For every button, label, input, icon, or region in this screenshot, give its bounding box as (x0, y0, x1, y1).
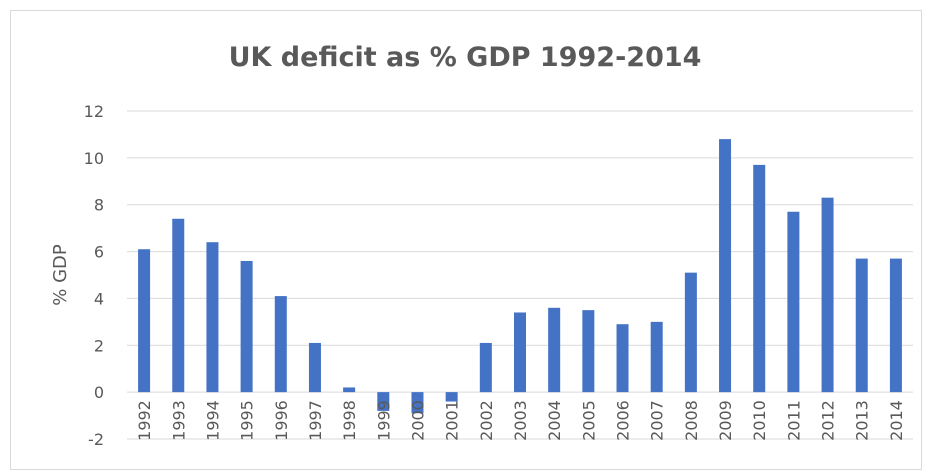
x-axis-ticks: 1992 1993 1994 1995 1996 1997 1998 1999 2000 2001… (135, 400, 906, 441)
y-tick-label: 8 (94, 196, 104, 215)
bar-2010 (753, 164, 766, 393)
y-tick-label: 2 (94, 336, 104, 355)
x-tick-label: 2014 (887, 400, 906, 441)
bar-1994 (206, 242, 219, 393)
bar-2008 (684, 272, 697, 393)
y-tick-label: 6 (94, 243, 104, 262)
x-tick-label: 1998 (340, 400, 359, 441)
x-tick-label: 2005 (579, 400, 598, 441)
bar-2007 (650, 321, 663, 393)
bar-2011 (787, 211, 800, 393)
chart-frame (10, 10, 922, 470)
y-tick-label: 10 (84, 149, 104, 168)
bar-1999 (377, 392, 390, 411)
bar-2000 (411, 392, 424, 414)
x-tick-label: 2007 (648, 400, 667, 441)
x-tick-label: 2000 (408, 400, 427, 441)
bar-1993 (172, 218, 185, 393)
bar-2002 (479, 342, 492, 393)
y-tick-label: 4 (94, 289, 104, 308)
x-tick-label: 1992 (135, 400, 154, 441)
x-tick-label: 1999 (374, 400, 393, 441)
y-axis-ticks: -2 0 2 4 6 8 10 12 (84, 102, 104, 449)
bar-2003 (514, 312, 526, 393)
bar-1998 (343, 387, 356, 393)
x-tick-label: 2013 (853, 400, 872, 441)
x-tick-label: 1993 (169, 400, 188, 441)
bar-2005 (582, 310, 595, 393)
x-tick-label: 2011 (784, 400, 803, 441)
bar-2012 (821, 197, 834, 393)
bar-2009 (719, 139, 732, 393)
x-tick-label: 1995 (238, 400, 257, 441)
y-tick-label: 12 (84, 102, 104, 121)
x-tick-label: 1996 (272, 400, 291, 441)
bar-2006 (616, 324, 629, 393)
bar-1995 (240, 260, 253, 393)
bar-2013 (855, 258, 868, 393)
chart-title: UK deficit as % GDP 1992-2014 (228, 42, 702, 73)
y-axis-label: % GDP (50, 244, 71, 306)
x-tick-label: 2003 (511, 400, 530, 441)
x-tick-label: 2002 (477, 400, 496, 441)
y-tick-label: -2 (88, 430, 104, 449)
bar-1997 (308, 342, 321, 393)
bar-2004 (548, 307, 561, 393)
bar-1996 (274, 296, 287, 393)
x-tick-label: 1994 (203, 400, 222, 441)
x-tick-label: 2001 (443, 400, 462, 441)
bar-1992 (138, 249, 151, 393)
x-tick-label: 2010 (750, 400, 769, 441)
x-tick-label: 1997 (306, 400, 325, 441)
x-tick-label: 2004 (545, 400, 564, 441)
x-tick-label: 2009 (716, 400, 735, 441)
bar-2014 (889, 258, 902, 393)
bars (138, 139, 902, 414)
bar-2001 (445, 392, 458, 402)
y-tick-label: 0 (94, 383, 104, 402)
x-tick-label: 2006 (614, 400, 633, 441)
x-tick-label: 2008 (682, 400, 701, 441)
x-tick-label: 2012 (819, 400, 838, 441)
